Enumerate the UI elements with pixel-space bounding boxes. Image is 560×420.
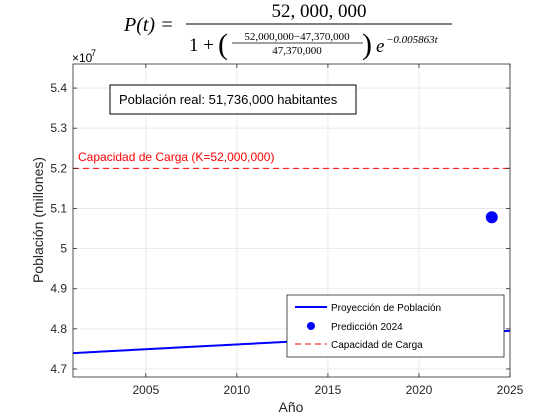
- info-box-text: Población real: 51,736,000 habitantes: [119, 92, 338, 107]
- x-tick-label: 2010: [224, 383, 251, 397]
- info-box: Población real: 51,736,000 habitantes: [109, 84, 357, 115]
- formula-one-plus: 1 +: [189, 35, 214, 56]
- formula-exponent: −0.005863t: [386, 34, 439, 46]
- y-exponent-power: 7: [91, 48, 96, 58]
- y-tick-label: 5.4: [50, 81, 67, 95]
- legend: Proyección de Población Predicción 2024 …: [286, 294, 505, 358]
- formula-fraction-denominator: 47,370,000: [272, 45, 322, 57]
- x-tick-label: 2015: [315, 383, 342, 397]
- prediction-2024-marker: [485, 211, 498, 224]
- legend-swatch-prediction: [307, 322, 315, 330]
- y-tick-label: 4.9: [50, 282, 67, 296]
- y-tick-label: 5: [60, 242, 67, 256]
- y-tick-label: 4.7: [50, 362, 67, 376]
- x-tick-label: 2020: [406, 383, 433, 397]
- y-exponent-label: ×10 7: [72, 48, 96, 65]
- formula-fraction-numerator: 52,000,000−47,370,000: [244, 31, 350, 43]
- formula-numerator: 52, 000, 000: [272, 1, 367, 22]
- x-tick-label: 2025: [497, 383, 524, 397]
- formula-open-paren: (: [218, 28, 228, 61]
- y-tick-label: 5.3: [50, 121, 67, 135]
- formula-lhs: P(t) =: [123, 14, 174, 36]
- legend-frame: [286, 294, 505, 358]
- axis-ticks: 2005 2010 2015 2020 2025 4.7 4.8 4.9 5 5.1 5.2 5.3 5…: [50, 64, 524, 397]
- prediction-marker-group: [485, 211, 498, 224]
- y-axis-label: Población (millones): [30, 157, 46, 283]
- legend-label-projection: Proyección de Población: [331, 303, 441, 314]
- chart-title-formula: P(t) = 52, 000, 000 1 + ( 52,000,000−47,…: [123, 1, 452, 61]
- y-tick-label: 5.2: [50, 161, 67, 175]
- y-tick-label: 5.1: [50, 201, 67, 215]
- legend-label-prediction: Predicción 2024: [331, 322, 403, 333]
- y-tick-label: 4.8: [50, 322, 67, 336]
- x-tick-label: 2005: [132, 383, 159, 397]
- formula-close-paren: ): [362, 28, 372, 61]
- x-axis-label: Año: [279, 399, 304, 415]
- info-box-frame: [109, 84, 357, 115]
- y-exponent-base: ×10: [72, 51, 93, 65]
- capacity-annotation: Capacidad de Carga (K=52,000,000): [78, 150, 274, 164]
- legend-label-capacity: Capacidad de Carga: [331, 340, 423, 351]
- plot-frame: [72, 63, 511, 378]
- formula-exp-base: e: [376, 36, 384, 57]
